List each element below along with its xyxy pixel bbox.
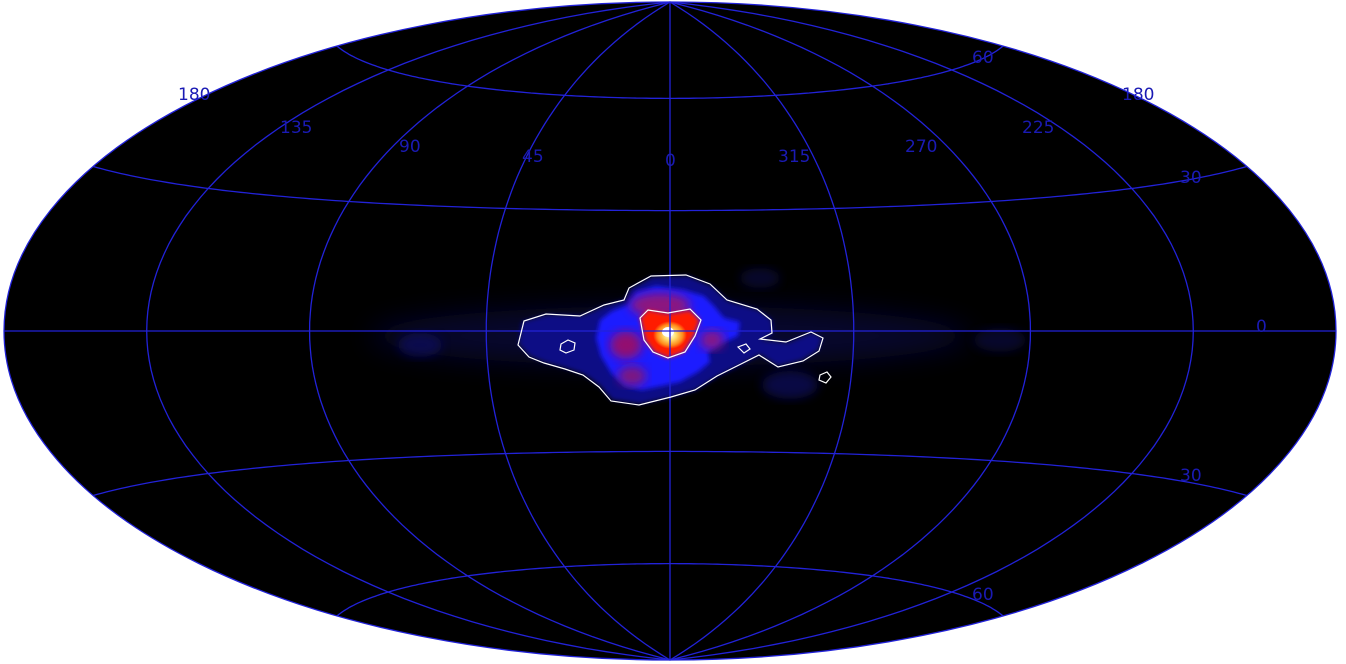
- contour-inner: [639, 308, 702, 359]
- emission-mid-patch-north: [630, 293, 690, 317]
- contour-outer-hole-west: [559, 339, 576, 354]
- parallel-line: [336, 562, 1004, 617]
- emission-mid-patch-west: [610, 331, 642, 359]
- sky-border: [3, 1, 1337, 661]
- lon-label-90: 90: [399, 137, 421, 157]
- lon-label-225: 225: [1022, 118, 1054, 138]
- graticule-labels: 180 135 90 45 0 315 270 225 180 60 30 0 …: [178, 48, 1267, 605]
- emission-mid-patch-south: [618, 366, 646, 386]
- lat-label-equator: 0: [1256, 317, 1267, 337]
- lon-label-45: 45: [522, 147, 544, 167]
- faint-blob-north: [740, 268, 780, 288]
- faint-blob-west: [398, 333, 442, 357]
- parallel-line: [93, 450, 1247, 497]
- lon-label-180-right: 180: [1122, 85, 1154, 105]
- lon-label-315: 315: [778, 147, 810, 167]
- faint-blob-far-east: [974, 328, 1026, 352]
- contour-island-east: [818, 371, 832, 384]
- lat-label-north-60: 60: [972, 48, 994, 68]
- intensity-contours: [517, 274, 832, 406]
- lat-label-north-30: 30: [1180, 168, 1202, 188]
- parallel-line: [336, 45, 1004, 100]
- graticule: [4, 1, 1336, 661]
- emission-core-peak: [662, 327, 674, 337]
- lon-label-135: 135: [280, 118, 312, 138]
- lat-label-south-60: 60: [972, 585, 994, 605]
- parallel-line: [93, 165, 1247, 212]
- contour-outer-hole-east: [736, 343, 751, 354]
- lat-label-south-30: 30: [1180, 466, 1202, 486]
- contour-outer: [517, 274, 824, 406]
- lon-label-180-left: 180: [178, 85, 210, 105]
- lon-label-0: 0: [665, 151, 676, 171]
- lon-label-270: 270: [905, 137, 937, 157]
- emission-mid-patch-east: [700, 330, 724, 350]
- faint-blob-east: [762, 371, 818, 399]
